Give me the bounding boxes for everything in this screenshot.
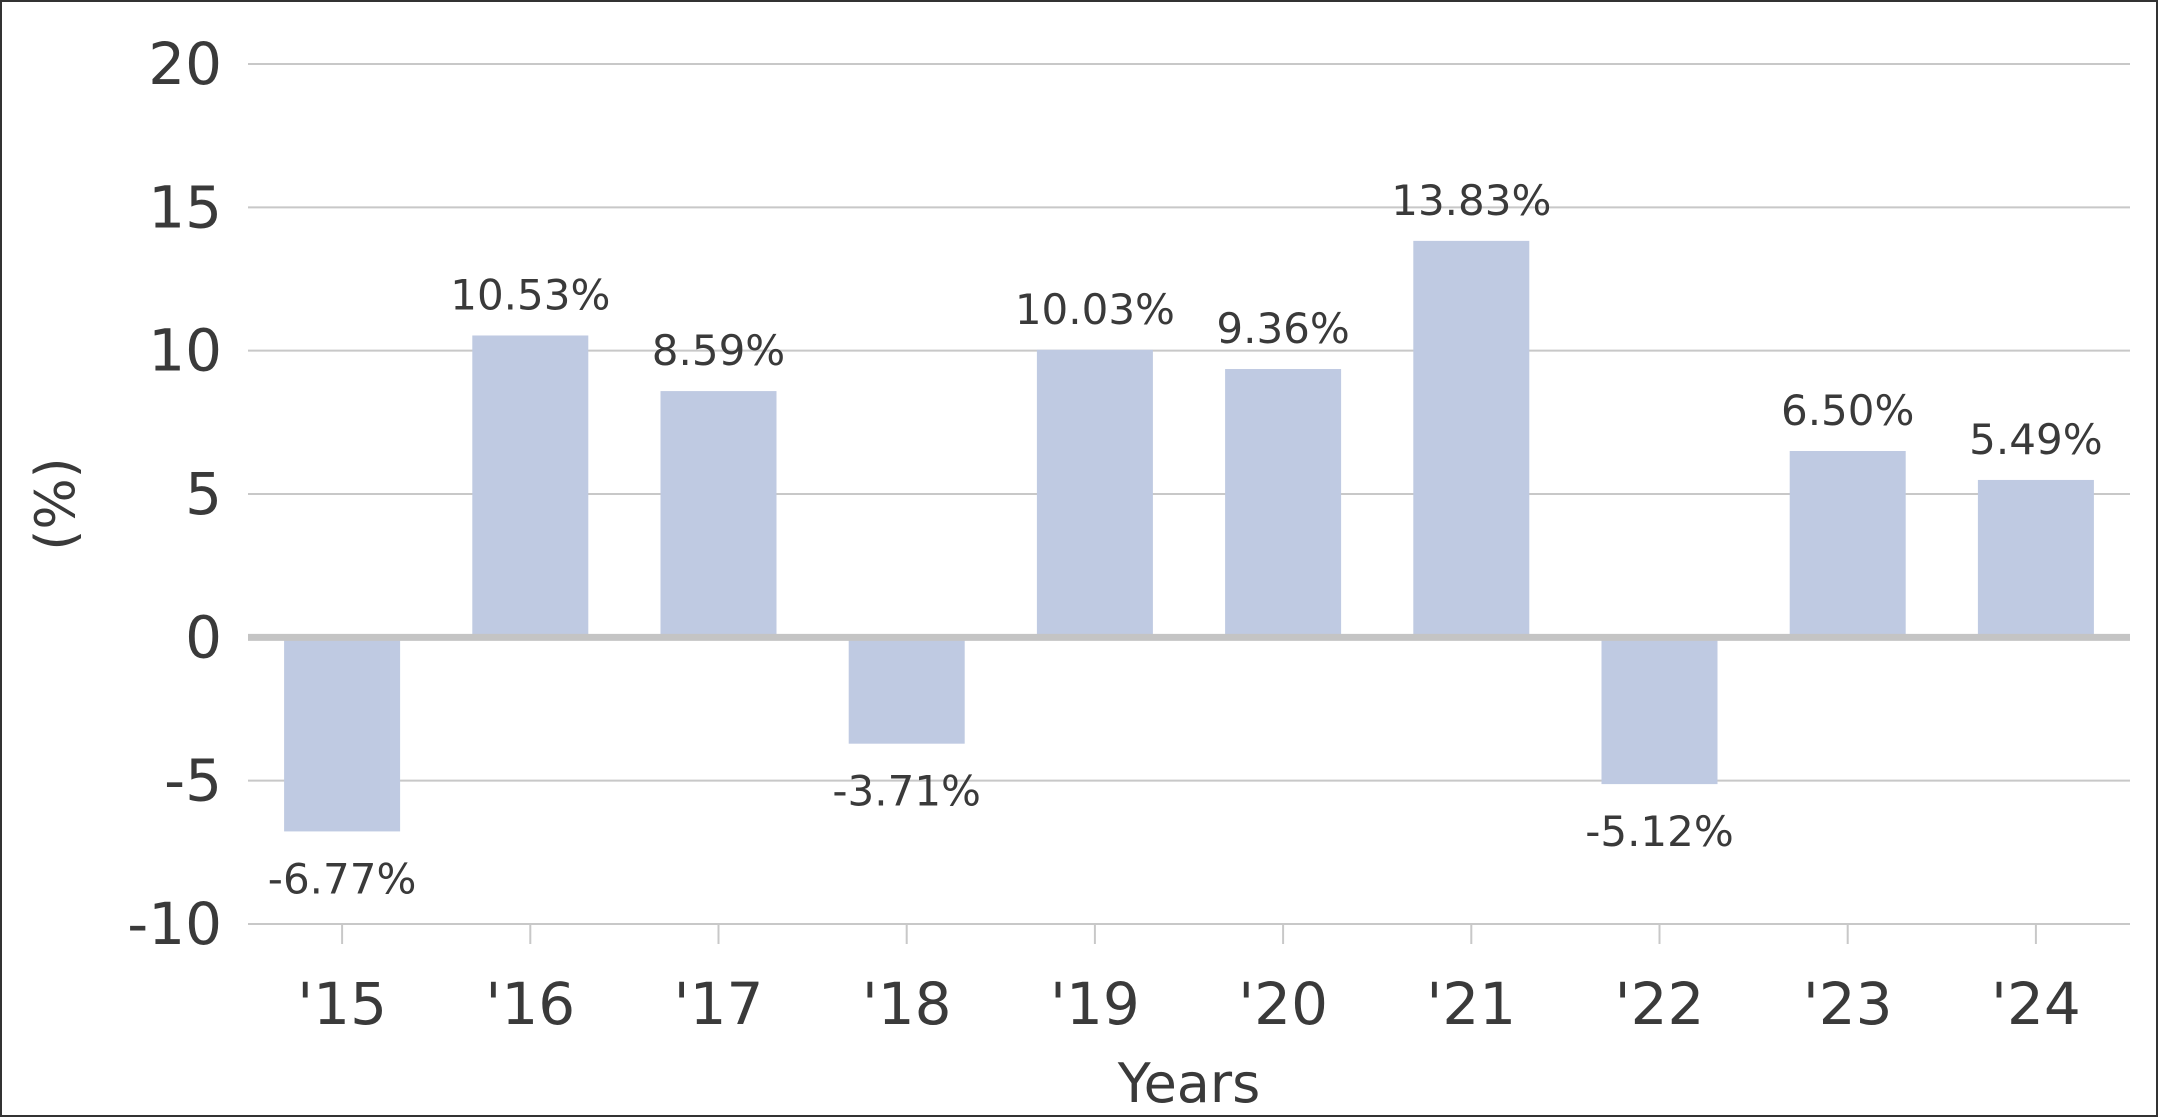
data-labels: -6.77% 10.53% 8.59% -3.71% 10.03% 9.36% 13.83%… (268, 176, 2103, 904)
x-tick-label: '19 (1050, 970, 1140, 1038)
y-tick-label: -10 (127, 890, 222, 958)
x-ticks (341, 924, 2037, 944)
x-tick-label: '23 (1803, 970, 1893, 1038)
x-axis-title: Years (1117, 1052, 1260, 1115)
bar (1225, 369, 1342, 638)
bars (284, 240, 2094, 832)
bar (1036, 349, 1153, 638)
bar (848, 637, 965, 744)
y-tick-label: -5 (164, 747, 222, 815)
y-tick-labels: 20 15 10 5 0 -5 -10 (127, 30, 222, 958)
x-tick-label: '21 (1426, 970, 1516, 1038)
x-tick-label: '22 (1615, 970, 1705, 1038)
y-tick-label: 15 (148, 173, 222, 241)
data-label: 6.50% (1781, 386, 1914, 435)
data-label: -3.71% (832, 767, 981, 816)
x-tick-labels: '15 '16 '17 '18 '19 '20 '21 '22 '23 '24 (297, 970, 2081, 1038)
bar (472, 335, 589, 638)
bar (1601, 637, 1718, 785)
data-label: -5.12% (1585, 807, 1734, 856)
data-label: 13.83% (1391, 176, 1551, 225)
bar (1977, 479, 2094, 638)
bar (1789, 451, 1906, 638)
y-tick-label: 10 (148, 317, 222, 385)
bar (1413, 240, 1530, 638)
data-label: -6.77% (268, 854, 417, 903)
x-tick-label: '24 (1991, 970, 2081, 1038)
bar (660, 391, 777, 638)
data-label: 8.59% (652, 326, 785, 375)
x-tick-label: '16 (485, 970, 575, 1038)
data-label: 10.03% (1015, 285, 1175, 334)
x-tick-label: '17 (674, 970, 764, 1038)
y-tick-label: 5 (185, 460, 222, 528)
x-tick-label: '15 (297, 970, 387, 1038)
data-label: 5.49% (1969, 415, 2102, 464)
data-label: 10.53% (450, 270, 610, 319)
data-label: 9.36% (1216, 304, 1349, 353)
y-tick-label: 0 (185, 603, 222, 671)
x-tick-label: '18 (862, 970, 952, 1038)
bar (284, 637, 401, 832)
y-tick-label: 20 (148, 30, 222, 98)
x-tick-label: '20 (1238, 970, 1328, 1038)
y-axis-title: (%) (24, 457, 87, 550)
